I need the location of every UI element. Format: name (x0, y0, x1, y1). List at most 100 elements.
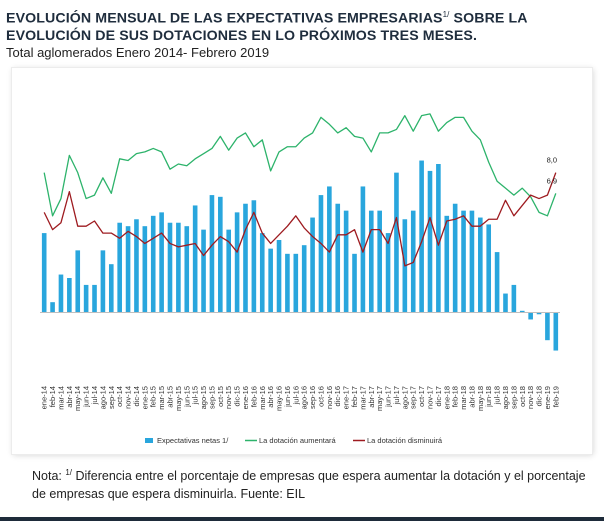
bar-ene-19 (545, 312, 550, 341)
x-tick-label: sep-15 (207, 386, 216, 409)
x-tick-label: may-17 (375, 386, 384, 411)
bar-abr-16 (268, 248, 273, 313)
bar-jul-14 (92, 284, 97, 313)
x-tick-label: oct-16 (316, 386, 325, 407)
x-tick-label: jul-15 (191, 386, 200, 405)
x-tick-label: nov-14 (124, 386, 133, 409)
bar-ene-15 (142, 226, 148, 313)
bar-ene-14 (41, 233, 47, 313)
x-tick-label: nov-18 (526, 386, 535, 409)
x-tick-label: dic-15 (233, 386, 242, 406)
x-tick-label: jun-17 (384, 386, 393, 408)
lines-group (43, 113, 557, 267)
title-footnote-marker: 1/ (442, 10, 450, 19)
x-tick-label: ago-15 (199, 386, 208, 409)
bar-jun-18 (486, 224, 492, 313)
footnote-marker: 1/ (65, 468, 73, 477)
bar-nov-18 (528, 312, 533, 320)
bar-jun-17 (385, 233, 391, 313)
bar-nov-15 (226, 229, 232, 313)
x-tick-label: feb-16 (249, 386, 258, 407)
bar-may-14 (75, 250, 81, 313)
x-tick-label: sep-17 (409, 386, 418, 409)
x-tick-label: abr-18 (467, 386, 476, 408)
chart-subtitle: Total aglomerados Enero 2014- Febrero 20… (6, 44, 270, 60)
x-tick-label: dic-16 (333, 386, 342, 406)
bar-feb-15 (150, 215, 156, 313)
bar-dic-17 (436, 164, 441, 313)
x-tick-label: jul-18 (493, 386, 502, 405)
bar-feb-14 (50, 302, 55, 313)
bar-ago-16 (301, 245, 307, 313)
x-tick-label: ene-18 (442, 386, 451, 409)
x-tick-label: may-18 (476, 386, 485, 411)
chart-svg: 8,06,9 ene-14 feb-14 mar-14 abr-14 may-14 jun… (40, 113, 561, 445)
chart-panel: 8,0 6,9 ene-14 feb-14 mar-14 abr-14 may-14 jun… (12, 68, 592, 454)
x-tick-label: nov-15 (224, 386, 233, 409)
bar-ago-14 (100, 250, 106, 313)
bar-abr-15 (167, 222, 173, 313)
line-aumentara (43, 113, 557, 217)
x-tick-label: sep-16 (308, 386, 317, 409)
bar-abr-14 (67, 278, 72, 313)
bar-jul-16 (293, 253, 299, 313)
data-labels-group: 8,0 6,9 (547, 156, 557, 186)
chart-title-line1-end: SOBRE LA (449, 10, 528, 27)
x-tick-label: ago-16 (300, 386, 309, 409)
bar-jun-14 (83, 284, 89, 313)
chart-title-block: EVOLUCIÓN MENSUAL DE LAS EXPECTATIVAS EM… (6, 6, 598, 61)
x-tick-label: nov-16 (325, 386, 334, 409)
bar-may-18 (478, 217, 483, 313)
bar-ene-17 (343, 210, 349, 313)
x-tick-label: feb-14 (48, 386, 57, 407)
x-tick-label: ago-18 (501, 386, 510, 409)
x-tick-label: abr-14 (65, 386, 74, 408)
x-tick-label: oct-15 (216, 386, 225, 407)
bar-oct-16 (318, 195, 324, 313)
x-tick-label: ago-17 (400, 386, 409, 409)
bar-jul-15 (192, 205, 198, 313)
x-tick-label: jul-16 (291, 386, 300, 405)
bar-ago-15 (201, 229, 206, 313)
bars-group (41, 160, 559, 351)
bar-ago-18 (503, 293, 508, 313)
x-tick-label: mar-18 (459, 386, 468, 410)
bar-oct-18 (519, 310, 525, 313)
bar-dic-14 (134, 219, 139, 313)
bar-nov-17 (427, 170, 433, 313)
data-label-disminuira: 8,0 (547, 156, 557, 165)
bar-ene-16 (243, 203, 248, 313)
bar-dic-16 (335, 203, 341, 313)
chart-title: EVOLUCIÓN MENSUAL DE LAS EXPECTATIVAS EM… (6, 6, 598, 45)
footnote-text: Diferencia entre el porcentaje de empres… (32, 469, 586, 502)
bar-jul-17 (394, 172, 399, 313)
x-tick-label: abr-15 (166, 386, 175, 408)
bar-may-15 (176, 222, 181, 313)
bar-ene-18 (444, 215, 450, 313)
bar-feb-18 (452, 203, 458, 313)
bar-dic-18 (536, 312, 542, 315)
x-tick-label: nov-17 (426, 386, 435, 409)
x-tick-label: may-14 (73, 386, 82, 411)
x-tick-label: mar-16 (258, 386, 267, 410)
bar-abr-18 (469, 210, 475, 313)
x-tick-label: mar-14 (56, 386, 65, 410)
legend-label: La dotación disminuirá (367, 436, 443, 445)
bar-sep-16 (310, 217, 315, 313)
x-tick-label: feb-17 (350, 386, 359, 407)
bar-oct-15 (218, 196, 223, 313)
bar-sep-14 (108, 264, 114, 313)
x-tick-label: feb-18 (451, 386, 460, 407)
bar-jul-18 (494, 252, 500, 313)
bar-jun-15 (184, 226, 190, 313)
bar-mar-14 (58, 274, 64, 313)
bar-feb-16 (251, 200, 257, 313)
bar-oct-14 (117, 222, 122, 313)
x-tick-label: mar-15 (157, 386, 166, 410)
bar-mar-16 (259, 233, 265, 313)
x-tick-label: mar-17 (358, 386, 367, 410)
x-tick-label: jun-18 (484, 386, 493, 408)
footnote: Nota: 1/ Diferencia entre el porcentaje … (32, 464, 592, 503)
x-tick-label: ene-19 (543, 386, 552, 409)
x-tick-labels: ene-14 feb-14 mar-14 abr-14 may-14 jun-14 jul-… (40, 386, 561, 411)
